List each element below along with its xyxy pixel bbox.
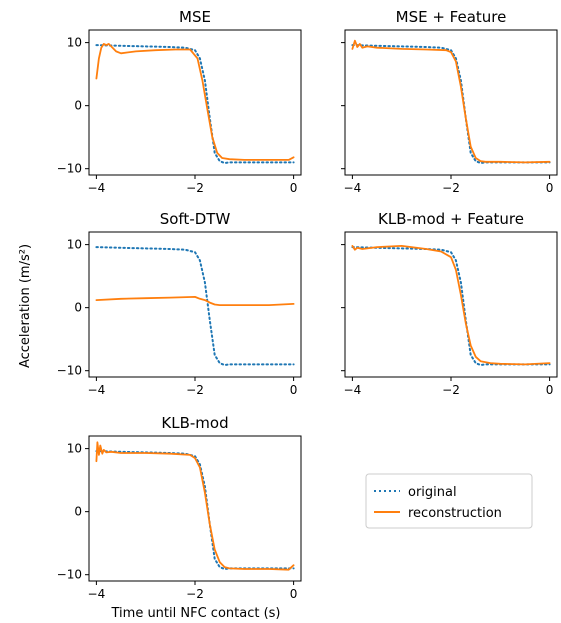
y-tick-label: 0 — [74, 301, 82, 315]
subplot-1: MSE −4 −2 0 10 0 −10 — [57, 8, 302, 195]
subplot-title: Soft-DTW — [160, 210, 231, 228]
subplot-title: MSE — [179, 8, 211, 26]
series-line-original — [351, 246, 551, 366]
y-tick-label: 0 — [74, 99, 82, 113]
x-tick-label: −4 — [88, 181, 106, 195]
x-tick-label: −2 — [442, 181, 460, 195]
series-line-reconstruction — [95, 295, 295, 307]
y-tick-label: 10 — [67, 36, 82, 50]
subplot-title: MSE + Feature — [396, 8, 507, 26]
legend-label-original: original — [408, 485, 457, 500]
x-tick-label: −4 — [344, 181, 362, 195]
x-tick-label: 0 — [546, 383, 554, 397]
subplot-5: KLB-mod −4 −2 0 10 0 −10 — [57, 414, 302, 601]
y-tick-label: 0 — [74, 505, 82, 519]
series-line-reconstruction — [95, 441, 295, 571]
series-line-original — [351, 44, 551, 164]
y-tick-label: 10 — [67, 238, 82, 252]
series-line-original — [95, 44, 295, 164]
subplot-4: KLB-mod + Feature −4 −2 0 — [341, 210, 558, 397]
series-line-original — [95, 450, 295, 570]
x-tick-label: −2 — [186, 587, 204, 601]
y-tick-label: 10 — [67, 442, 82, 456]
series-line-original — [95, 246, 295, 366]
y-tick-label: −10 — [57, 364, 82, 378]
x-tick-label: 0 — [290, 383, 298, 397]
subplot-title: KLB-mod + Feature — [378, 210, 524, 228]
legend-label-reconstruction: reconstruction — [408, 506, 502, 521]
series-line-reconstruction — [351, 244, 551, 366]
legend: original reconstruction — [365, 473, 533, 529]
series-line-reconstruction — [95, 43, 295, 161]
x-tick-label: −4 — [88, 383, 106, 397]
subplot-title: KLB-mod — [161, 414, 228, 432]
figure-xlabel: Time until NFC contact (s) — [111, 606, 281, 621]
subplot-3: Soft-DTW −4 −2 0 10 0 −10 — [57, 210, 302, 397]
x-tick-label: −4 — [88, 587, 106, 601]
x-tick-label: −2 — [186, 181, 204, 195]
x-tick-label: −4 — [344, 383, 362, 397]
x-tick-label: 0 — [546, 181, 554, 195]
figure-ylabel: Acceleration (m/s²) — [18, 244, 33, 368]
x-tick-label: −2 — [442, 383, 460, 397]
x-tick-label: −2 — [186, 383, 204, 397]
y-tick-label: −10 — [57, 162, 82, 176]
series-line-reconstruction — [351, 39, 551, 164]
x-tick-label: 0 — [290, 587, 298, 601]
y-tick-label: −10 — [57, 568, 82, 582]
x-tick-label: 0 — [290, 181, 298, 195]
legend-frame — [365, 473, 533, 529]
subplot-2: MSE + Feature −4 −2 0 — [341, 8, 558, 195]
